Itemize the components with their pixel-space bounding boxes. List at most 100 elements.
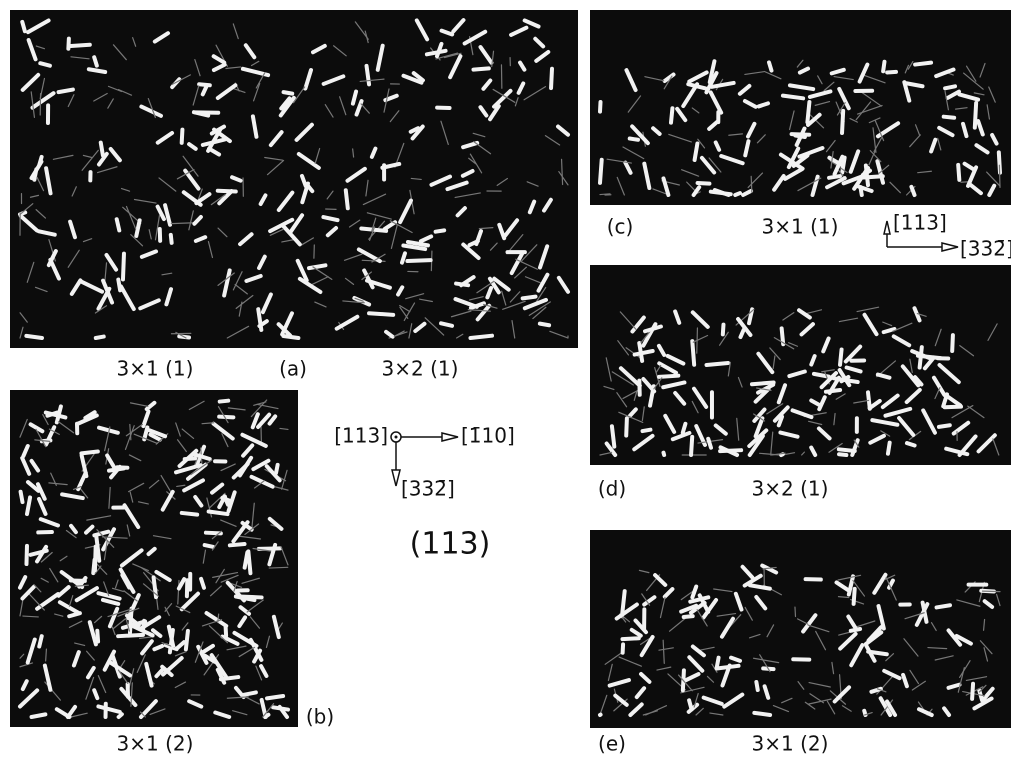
bond bbox=[807, 102, 809, 122]
arrowhead bbox=[392, 470, 400, 486]
bond bbox=[795, 135, 805, 137]
bond bbox=[698, 183, 710, 184]
bond bbox=[958, 165, 959, 180]
bond bbox=[888, 443, 890, 454]
bond bbox=[59, 90, 73, 93]
bond bbox=[89, 69, 105, 72]
bond bbox=[119, 714, 122, 717]
bond bbox=[69, 45, 90, 46]
bond bbox=[999, 165, 1000, 187]
bond bbox=[186, 631, 188, 649]
bond bbox=[975, 103, 976, 128]
bond bbox=[839, 454, 846, 455]
bond bbox=[907, 443, 915, 445]
bond bbox=[46, 649, 47, 661]
bond bbox=[205, 545, 213, 547]
direction-label: [113] bbox=[893, 211, 947, 235]
bond bbox=[626, 418, 627, 435]
bond bbox=[101, 143, 103, 156]
bond bbox=[39, 636, 41, 646]
bond bbox=[795, 607, 796, 616]
bond bbox=[708, 439, 711, 448]
surface-label: (113) bbox=[410, 527, 491, 562]
bond bbox=[276, 465, 278, 473]
arrowhead bbox=[442, 433, 458, 441]
direction-label: [113] bbox=[334, 424, 388, 448]
bond bbox=[851, 629, 860, 631]
bond bbox=[94, 57, 97, 65]
caption: 3×1 (2) bbox=[752, 732, 829, 756]
bond bbox=[26, 336, 42, 338]
bond bbox=[259, 548, 280, 549]
bond bbox=[781, 454, 783, 455]
direction-label: [332̄] bbox=[960, 237, 1011, 261]
bond bbox=[123, 254, 124, 280]
bond bbox=[684, 616, 693, 617]
bond bbox=[220, 401, 229, 402]
caption: 3×2 (1) bbox=[382, 357, 459, 381]
bond bbox=[671, 108, 672, 122]
bond bbox=[284, 92, 293, 94]
bond bbox=[367, 66, 370, 85]
bond bbox=[346, 190, 348, 208]
bond bbox=[691, 437, 692, 455]
bond bbox=[21, 492, 23, 502]
bond bbox=[692, 341, 694, 365]
bond bbox=[751, 176, 752, 192]
bond bbox=[369, 313, 393, 315]
bond bbox=[96, 337, 104, 338]
bond bbox=[470, 336, 492, 338]
panel-label: (a) bbox=[279, 357, 307, 381]
bond bbox=[32, 714, 46, 717]
bond bbox=[783, 96, 803, 99]
bond bbox=[600, 160, 602, 183]
bond bbox=[769, 62, 771, 70]
bond bbox=[695, 143, 698, 160]
panel-label: (b) bbox=[306, 705, 334, 729]
bond bbox=[407, 260, 430, 261]
bond bbox=[829, 176, 840, 178]
bond bbox=[600, 102, 601, 112]
bond bbox=[97, 631, 98, 642]
bond bbox=[269, 567, 287, 568]
bond bbox=[39, 157, 41, 165]
bond bbox=[182, 130, 183, 143]
direction-label: [332̄] bbox=[401, 477, 455, 501]
bond bbox=[221, 677, 238, 679]
bond bbox=[81, 451, 97, 453]
bond bbox=[22, 22, 25, 31]
bond bbox=[723, 325, 724, 335]
bond bbox=[441, 323, 452, 326]
bond bbox=[915, 63, 931, 65]
bond bbox=[600, 194, 610, 195]
bond bbox=[717, 658, 719, 668]
bond bbox=[109, 468, 124, 470]
bond bbox=[185, 458, 195, 459]
bond bbox=[683, 424, 686, 433]
caption: 3×1 (1) bbox=[762, 215, 839, 239]
arrowhead bbox=[884, 221, 890, 234]
bond bbox=[402, 253, 405, 262]
bond bbox=[523, 297, 536, 299]
bond bbox=[218, 191, 236, 192]
bond bbox=[612, 426, 614, 446]
figure: 3×1 (1) (a) 3×2 (1) (b) 3×1 (2) (c) 3×1 … bbox=[0, 0, 1011, 758]
caption: 3×1 (1) bbox=[117, 357, 194, 381]
bond bbox=[540, 324, 549, 326]
bond bbox=[939, 425, 950, 427]
bond bbox=[130, 609, 132, 633]
bond bbox=[883, 62, 884, 72]
bond bbox=[945, 86, 955, 88]
caption: 3×2 (1) bbox=[752, 477, 829, 501]
bond bbox=[752, 382, 774, 384]
bond bbox=[754, 713, 770, 715]
bond bbox=[937, 605, 950, 607]
bond bbox=[309, 265, 325, 268]
bond bbox=[96, 537, 99, 561]
arrowhead bbox=[942, 243, 958, 251]
bond bbox=[864, 176, 883, 177]
bond bbox=[230, 544, 245, 545]
direction-label: [1̄10] bbox=[461, 424, 515, 448]
axis-out-dot bbox=[395, 436, 398, 439]
caption: 3×1 (2) bbox=[117, 732, 194, 756]
